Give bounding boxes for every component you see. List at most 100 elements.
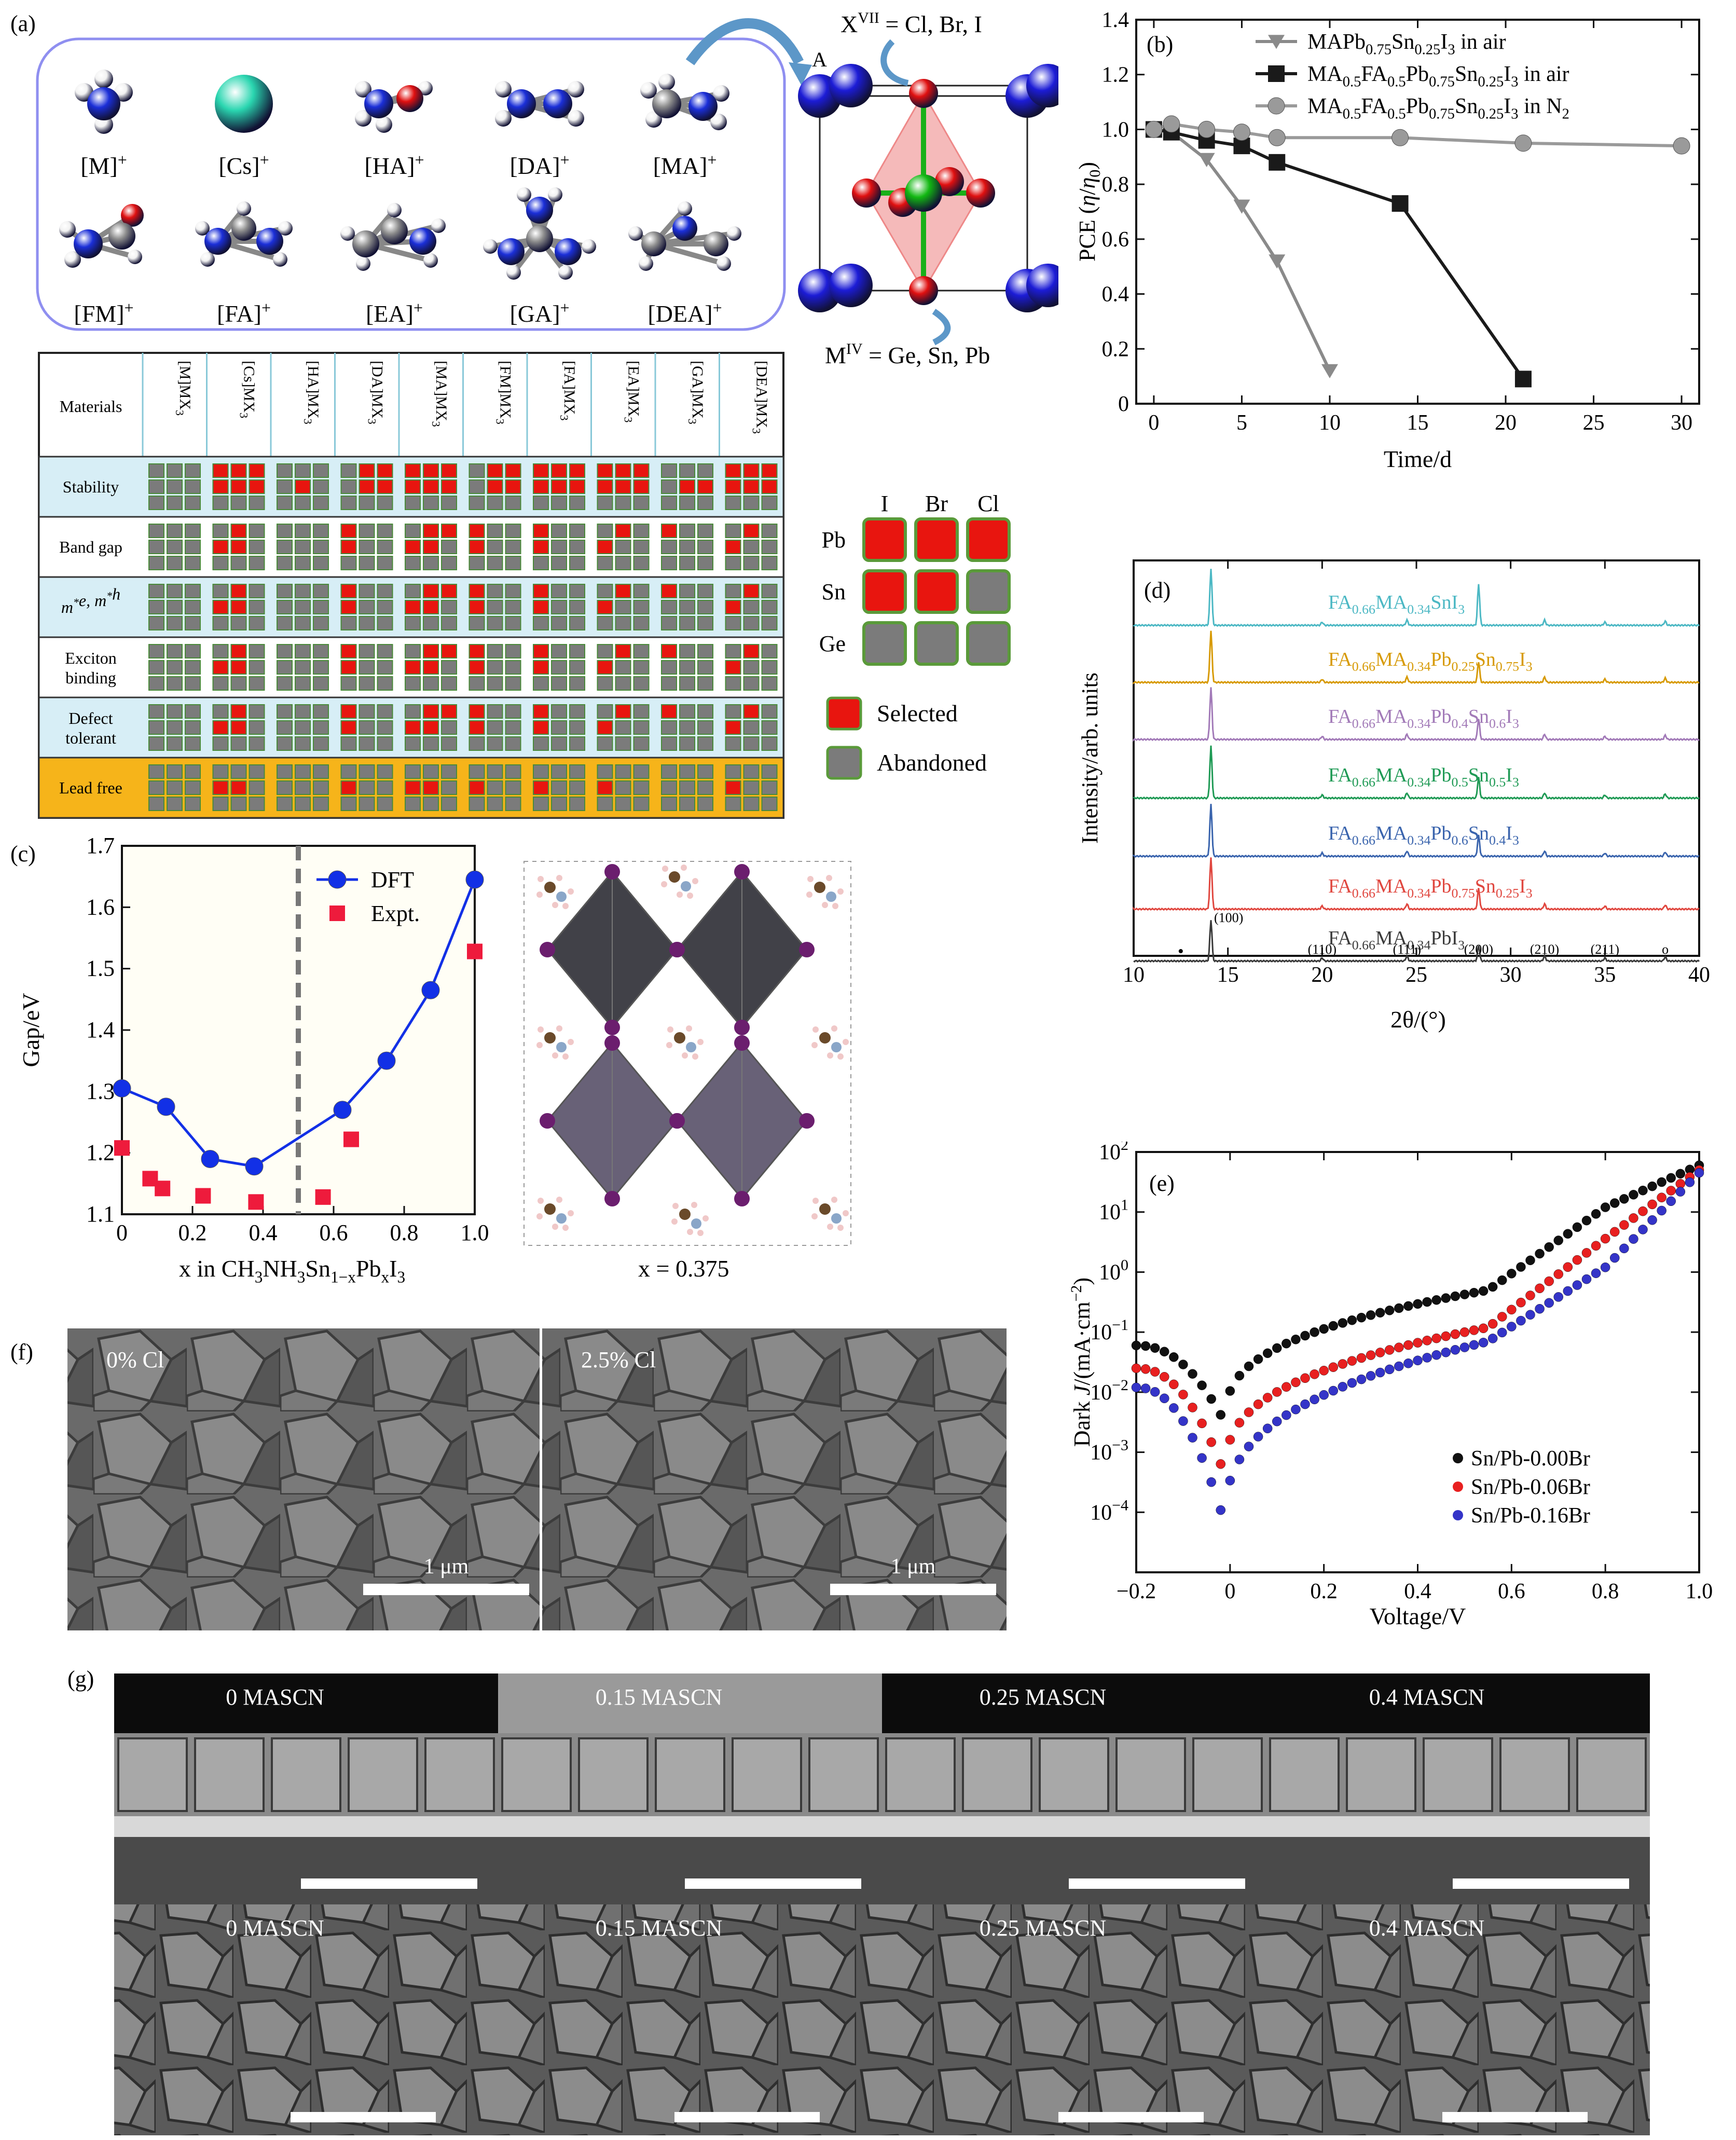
y-tick-label: 1.7 (86, 833, 115, 858)
data-point (1422, 1336, 1432, 1346)
table-cell (249, 797, 265, 811)
table-cell (441, 556, 457, 570)
data-point (1198, 120, 1216, 138)
data-point (1375, 1348, 1385, 1357)
expt-point (114, 1140, 130, 1156)
data-point (1478, 1338, 1489, 1348)
table-cell (295, 797, 311, 811)
data-point (1347, 1356, 1357, 1366)
table-cell (423, 540, 439, 554)
table-cell (277, 780, 293, 795)
legend-marker (328, 870, 347, 889)
table-cell (313, 496, 329, 510)
table-cell (340, 540, 357, 554)
scale-bar (301, 1878, 477, 1889)
data-point (1262, 1423, 1273, 1434)
data-point (1619, 1194, 1629, 1204)
table-cell (249, 496, 265, 510)
table-cell (212, 780, 229, 795)
nitrogen-atom-icon (556, 891, 567, 902)
text-segment: 3 (297, 1268, 306, 1286)
text-segment: Sn (1468, 822, 1489, 844)
text-segment: 0.5 (1387, 74, 1406, 90)
data-point (1328, 1385, 1338, 1396)
y-tick-label: 1.4 (1102, 8, 1129, 32)
table-cell (295, 780, 311, 795)
table-cell (359, 616, 375, 630)
data-point (1300, 1330, 1310, 1341)
table-cell (359, 496, 375, 510)
text-segment: I (1440, 30, 1448, 54)
data-point (1169, 1352, 1179, 1362)
data-point (1403, 1340, 1413, 1350)
table-cell (277, 496, 293, 510)
grain (578, 1737, 649, 1812)
table-cell (697, 797, 713, 811)
col-text: [Cs]MX (240, 361, 257, 413)
data-point (1206, 1394, 1216, 1404)
table-cell (487, 764, 503, 779)
table-cell (761, 524, 778, 538)
text-segment: 0.66 (1352, 938, 1375, 953)
scale-bar (674, 2112, 820, 2122)
table-cell (313, 736, 329, 751)
table-cell (377, 797, 393, 811)
hydrogen-atom-icon (811, 1213, 818, 1219)
table-cell (148, 463, 164, 478)
scale-bar (363, 1584, 529, 1595)
hydrogen-atom-icon (697, 1039, 704, 1045)
table-cell (249, 600, 265, 614)
text-segment: MA (1307, 62, 1343, 86)
table-cell (505, 584, 521, 598)
panel-c: 0 0.2 0.4 0.6 0.8 1.0 1.1 1.2 1.3 1.4 1.5 1.6 1.7 (c)… (0, 830, 1058, 1328)
table-cell (148, 797, 164, 811)
data-point (1356, 1353, 1367, 1363)
table-cell (569, 764, 585, 779)
cation-charge: + (118, 150, 127, 169)
atom-icon (498, 238, 525, 265)
table-cell (441, 479, 457, 494)
data-point (1234, 1455, 1245, 1464)
crystal-structure-illustration (523, 861, 851, 1246)
legend-cell (914, 621, 959, 666)
table-cell (661, 616, 677, 630)
table-cell (230, 644, 247, 659)
table-cell (487, 496, 503, 510)
table-cell (359, 704, 375, 719)
legend-col-label: Cl (977, 491, 999, 516)
x-tick-label: 35 (1594, 963, 1616, 987)
expt-point (467, 943, 483, 959)
data-point (1516, 1315, 1526, 1326)
table-cell (597, 556, 613, 570)
data-point (1441, 1347, 1451, 1357)
table-cell (167, 556, 183, 570)
table-cell (230, 797, 247, 811)
cation-label-base: [FM] (74, 300, 124, 327)
data-point (1647, 1181, 1657, 1191)
table-cell (230, 556, 247, 570)
col-sub: 3 (622, 417, 635, 422)
x-tick-label: 0.2 (178, 1220, 207, 1245)
data-point (1535, 1283, 1545, 1294)
atom-icon (273, 252, 287, 267)
table-cell (359, 463, 375, 478)
table-cell (359, 764, 375, 779)
table-cell (743, 644, 760, 659)
table-cell (743, 463, 760, 478)
data-point (1225, 1386, 1235, 1396)
text-segment: 0.66 (1352, 602, 1375, 617)
text-segment: 3 (1511, 106, 1518, 122)
hydrogen-atom-icon (556, 1025, 562, 1032)
table-cell (377, 720, 393, 735)
table-cell (551, 540, 567, 554)
hydrogen-atom-icon (837, 1225, 844, 1231)
data-point (1525, 1255, 1535, 1266)
table-cell (469, 584, 485, 598)
legend-row-label: Sn (822, 579, 846, 605)
iodide-atom-icon (604, 1035, 620, 1051)
table-cell (340, 720, 357, 735)
data-point (1140, 1383, 1151, 1393)
data-point (1497, 1312, 1507, 1322)
data-point (1140, 1341, 1151, 1351)
table-cell (167, 720, 183, 735)
